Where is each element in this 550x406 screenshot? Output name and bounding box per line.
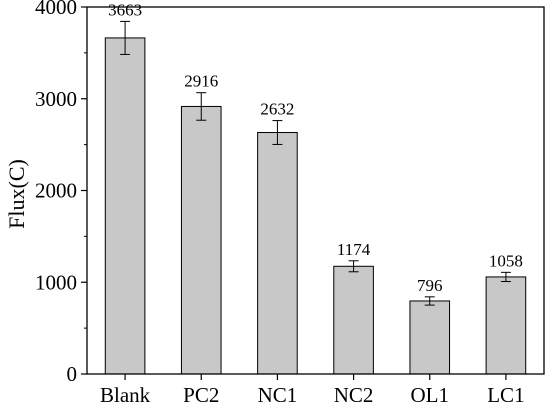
data-label-lc1: 1058 (489, 251, 523, 270)
y-tick-label-0: 0 (67, 362, 78, 386)
bar-nc1 (257, 132, 298, 375)
bar-lc1 (485, 276, 527, 375)
data-label-blank: 3663 (108, 0, 142, 19)
x-tick-label-ol1: OL1 (411, 383, 450, 406)
error-bar-nc1 (272, 120, 283, 145)
y-tick-label-2000: 2000 (35, 179, 77, 203)
y-tick-label-4000: 4000 (35, 0, 77, 19)
data-label-pc2: 2916 (184, 72, 218, 91)
bars-layer (104, 37, 527, 375)
bar-ol1 (409, 300, 451, 375)
data-labels-layer: 3663 2916 2632 1174 796 1058 (108, 0, 523, 294)
error-bar-blank (120, 20, 131, 55)
x-tick-label-lc1: LC1 (487, 383, 524, 406)
error-bar-lc1 (500, 271, 511, 283)
data-label-ol1: 796 (417, 276, 443, 295)
bar-blank (104, 37, 146, 375)
y-axis-title: Flux(C) (4, 159, 29, 229)
x-tick-label-nc2: NC2 (334, 383, 374, 406)
x-tick-label-pc2: PC2 (183, 383, 219, 406)
y-tick-label-1000: 1000 (35, 270, 77, 294)
error-bar-ol1 (424, 296, 435, 306)
axes-layer: Blank PC2 NC1 NC2 OL1 LC1 0 1000 2000 3000 4000 (35, 0, 545, 406)
y-tick-label-3000: 3000 (35, 87, 77, 111)
error-bar-pc2 (196, 92, 207, 121)
error-bar-nc2 (348, 260, 359, 273)
x-tick-label-nc1: NC1 (258, 383, 298, 406)
error-bars-layer (120, 20, 511, 306)
x-tick-label-blank: Blank (100, 383, 151, 406)
bar-nc2 (333, 265, 374, 375)
data-label-nc2: 1174 (337, 240, 371, 259)
data-label-nc1: 2632 (260, 100, 294, 119)
bar-pc2 (180, 105, 222, 375)
plot-frame (86, 6, 545, 375)
